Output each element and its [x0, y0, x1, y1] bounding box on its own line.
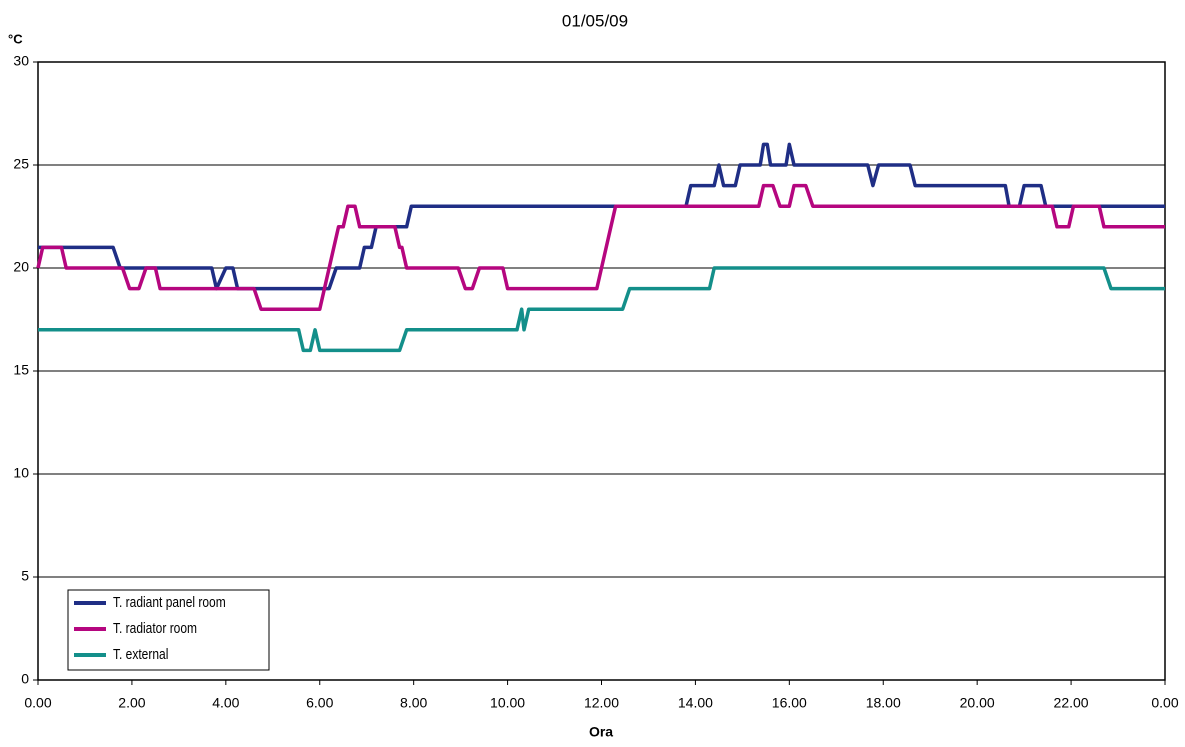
x-tick-label: 20.00 — [960, 695, 995, 711]
plot-frame — [37, 61, 1166, 681]
legend-label: T. radiator room — [113, 620, 197, 637]
x-axis-label: Ora — [589, 724, 613, 740]
x-tick-label: 8.00 — [400, 695, 427, 711]
legend-label: T. radiant panel room — [113, 594, 226, 611]
series-line — [38, 266, 1165, 353]
y-tick-label: 5 — [21, 568, 29, 584]
series-line — [38, 142, 1165, 291]
x-tick-label: 10.00 — [490, 695, 525, 711]
x-tick-label: 2.00 — [118, 695, 145, 711]
y-tick-label: 15 — [13, 362, 29, 378]
x-tick-label: 18.00 — [866, 695, 901, 711]
x-tick-label: 6.00 — [306, 695, 333, 711]
chart-title: 01/05/09 — [562, 11, 628, 30]
y-axis-label: °C — [8, 31, 23, 46]
x-tick-label: 14.00 — [678, 695, 713, 711]
x-tick-label: 12.00 — [584, 695, 619, 711]
x-tick-label: 0.00 — [1151, 695, 1178, 711]
x-tick-label: 0.00 — [24, 695, 51, 711]
y-tick-label: 20 — [13, 259, 29, 275]
x-tick-label: 16.00 — [772, 695, 807, 711]
x-tick-label: 4.00 — [212, 695, 239, 711]
y-tick-label: 10 — [13, 465, 29, 481]
series-line — [36, 183, 1165, 311]
y-tick-label: 0 — [21, 671, 29, 687]
y-tick-label: 25 — [13, 156, 29, 172]
y-tick-label: 30 — [13, 53, 29, 69]
x-tick-label: 22.00 — [1054, 695, 1089, 711]
legend-label: T. external — [113, 646, 168, 663]
